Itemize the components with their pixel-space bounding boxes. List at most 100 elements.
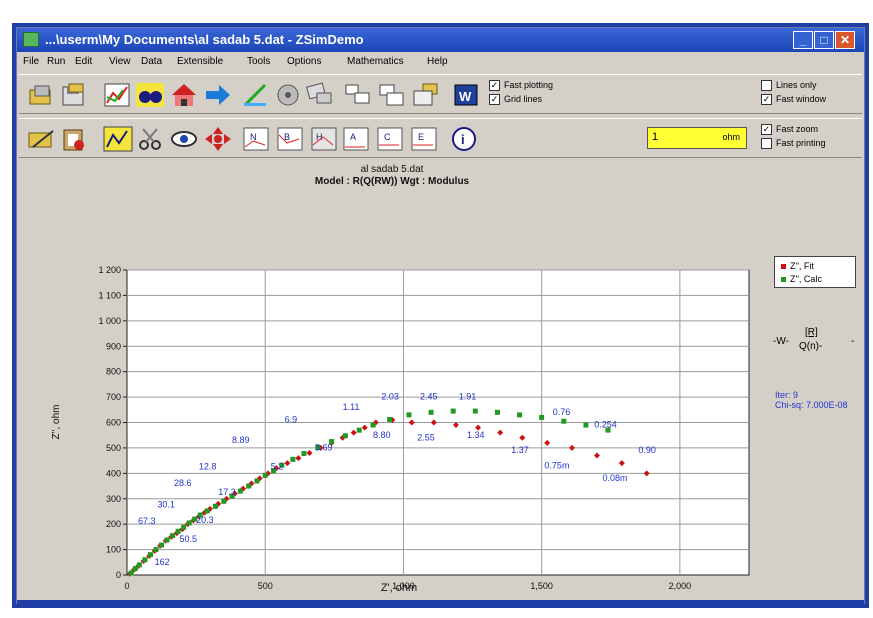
- app-window: ...\userm\My Documents\al sadab 5.dat - …: [16, 27, 865, 605]
- check-fast-zoom[interactable]: ✓ Fast zoom: [761, 124, 819, 136]
- check-fast-plotting[interactable]: ✓ Fast plotting: [489, 80, 554, 92]
- nyquist-icon[interactable]: N: [241, 125, 271, 153]
- fit-point: [430, 419, 437, 426]
- edit-data-icon[interactable]: [27, 125, 57, 153]
- disk-spin-icon[interactable]: [273, 81, 303, 109]
- frequency-label: 2.55: [417, 432, 435, 442]
- network-icon[interactable]: [305, 81, 335, 109]
- fit-point: [643, 470, 650, 477]
- calc-point: [290, 456, 296, 462]
- scale-spinbox[interactable]: 1 ohm: [647, 127, 747, 149]
- menu-tools[interactable]: Tools: [247, 56, 271, 67]
- calc-point: [561, 418, 567, 424]
- eye-icon[interactable]: [169, 125, 199, 153]
- calc-point: [147, 552, 153, 558]
- folder-save-icon[interactable]: [411, 81, 441, 109]
- fit-icon[interactable]: [103, 125, 133, 153]
- title-bar[interactable]: ...\userm\My Documents\al sadab 5.dat - …: [17, 28, 864, 52]
- svg-text:C: C: [384, 132, 391, 142]
- svg-text:i: i: [461, 132, 465, 147]
- menu-edit[interactable]: Edit: [75, 56, 93, 67]
- arrow-right-icon[interactable]: [203, 81, 233, 109]
- y-tick-label: 0: [116, 570, 121, 580]
- fit-point: [593, 452, 600, 459]
- x-tick-label: 1,500: [530, 581, 553, 591]
- word-icon[interactable]: W: [451, 81, 481, 109]
- bode-icon[interactable]: B: [275, 125, 305, 153]
- frequency-label: 67.3: [138, 516, 156, 526]
- menu-file[interactable]: File: [23, 56, 40, 67]
- calc-point: [192, 516, 198, 522]
- menu-view[interactable]: View: [109, 56, 131, 67]
- y-tick-label: 1 200: [98, 265, 121, 275]
- chart-icon[interactable]: [103, 81, 133, 109]
- capacitance-icon[interactable]: C: [375, 125, 405, 153]
- calc-point: [356, 427, 362, 433]
- check-fast-window[interactable]: ✓ Fast window: [761, 94, 827, 106]
- check-lines-only[interactable]: Lines only: [761, 80, 817, 92]
- frequency-label: 30.1: [157, 500, 175, 510]
- svg-text:H: H: [316, 132, 323, 142]
- hz-icon[interactable]: H: [309, 125, 339, 153]
- y-tick-label: 400: [106, 468, 121, 478]
- nyquist-chart[interactable]: al sadab 5.dat Model : R(Q(RW)) Wgt : Mo…: [19, 160, 759, 600]
- binoculars-icon[interactable]: [135, 81, 165, 109]
- frequency-label: 28.6: [174, 478, 192, 488]
- frequency-label: 1.37: [511, 445, 529, 455]
- calc-point: [164, 537, 170, 543]
- calc-point: [159, 542, 165, 548]
- maximize-button[interactable]: □: [814, 31, 834, 49]
- calc-point: [212, 503, 218, 509]
- pen-icon[interactable]: [241, 81, 271, 109]
- admittance-icon[interactable]: A: [341, 125, 371, 153]
- fit-point: [452, 422, 459, 429]
- app-icon[interactable]: [23, 32, 39, 47]
- calc-point: [428, 409, 434, 415]
- close-button[interactable]: ✕: [835, 31, 855, 49]
- window-bottom-border: [17, 600, 864, 605]
- frequency-label: 6.9: [285, 415, 298, 425]
- window-icon[interactable]: [343, 81, 373, 109]
- menu-options[interactable]: Options: [287, 56, 322, 67]
- calc-point: [329, 439, 335, 445]
- frequency-label: 2.03: [381, 392, 399, 402]
- plot-options-a: ✓ Fast plotting ✓ Grid lines: [489, 80, 589, 112]
- check-grid-lines[interactable]: ✓ Grid lines: [489, 94, 543, 106]
- calc-point: [136, 562, 142, 568]
- menu-extensible[interactable]: Extensible: [177, 56, 224, 67]
- menu-help[interactable]: Help: [427, 56, 448, 67]
- fit-point: [569, 444, 576, 451]
- fit-point: [618, 460, 625, 467]
- frequency-label: 1.34: [467, 430, 485, 440]
- calc-point: [197, 512, 203, 518]
- house-icon[interactable]: [169, 81, 199, 109]
- menu-mathematics[interactable]: Mathematics: [347, 56, 404, 67]
- clipboard-icon[interactable]: [59, 125, 89, 153]
- fit-point: [544, 439, 551, 446]
- calc-point: [204, 508, 210, 514]
- calc-point: [279, 462, 285, 468]
- minimize-button[interactable]: _: [793, 31, 813, 49]
- calc-point: [246, 483, 252, 489]
- modulus-icon[interactable]: E: [409, 125, 439, 153]
- spin-unit: ohm: [722, 132, 740, 142]
- menu-data[interactable]: Data: [141, 56, 163, 67]
- open-folder-icon[interactable]: [27, 81, 57, 109]
- cross-arrows-icon[interactable]: [203, 125, 233, 153]
- scissors-icon[interactable]: [135, 125, 165, 153]
- frequency-label: 8.80: [373, 430, 391, 440]
- menu-run[interactable]: Run: [47, 56, 66, 67]
- calc-point: [406, 412, 412, 418]
- window-alt-icon[interactable]: [377, 81, 407, 109]
- info-icon[interactable]: i: [449, 125, 479, 153]
- calc-point: [237, 488, 243, 494]
- calc-point: [142, 557, 148, 563]
- window-title: ...\userm\My Documents\al sadab 5.dat - …: [45, 32, 364, 47]
- check-fast-printing[interactable]: Fast printing: [761, 138, 826, 150]
- frequency-label: 3.69: [315, 442, 333, 452]
- calc-point: [583, 422, 589, 428]
- calc-point: [271, 468, 277, 474]
- calc-point: [517, 412, 523, 418]
- frequency-label: 12.8: [199, 462, 217, 472]
- save-icon[interactable]: [59, 81, 89, 109]
